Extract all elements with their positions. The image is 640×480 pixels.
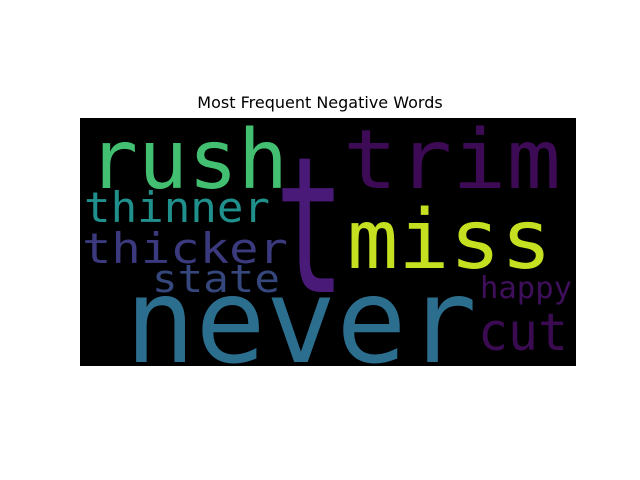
- word-happy: happy: [480, 271, 572, 306]
- word-never: never: [125, 252, 477, 366]
- word-thinner: thinner: [84, 183, 270, 232]
- word-cloud-canvas: t never rush miss trim thinner thicker s…: [80, 118, 576, 366]
- word-miss: miss: [347, 193, 552, 288]
- word-thicker: thicker: [82, 224, 288, 273]
- word-trim: trim: [343, 118, 561, 208]
- word-state: state: [152, 257, 280, 301]
- word-cloud: t never rush miss trim thinner thicker s…: [80, 118, 576, 366]
- figure-title: Most Frequent Negative Words: [197, 93, 443, 112]
- cloud-background: [80, 118, 576, 366]
- word-cut: cut: [478, 303, 568, 363]
- word-rush: rush: [88, 118, 288, 208]
- word-t: t: [275, 118, 345, 337]
